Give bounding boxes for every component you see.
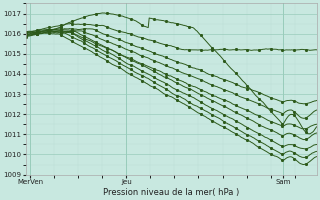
X-axis label: Pression niveau de la mer( hPa ): Pression niveau de la mer( hPa ) xyxy=(103,188,239,197)
